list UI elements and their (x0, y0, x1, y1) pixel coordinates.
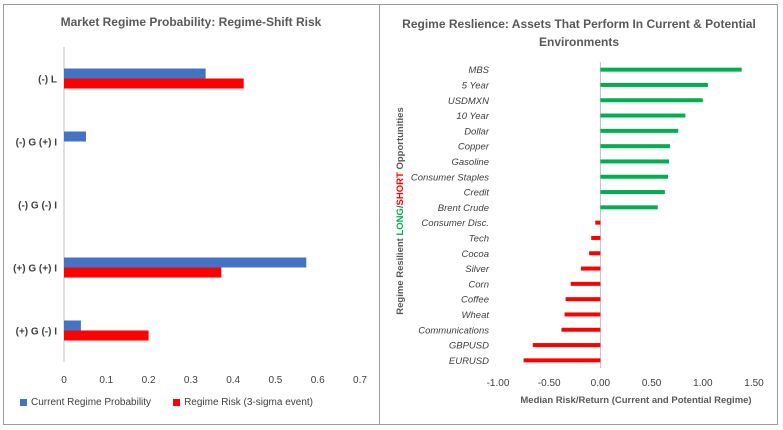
bar-risk-g-i (64, 267, 222, 278)
bar-5-year (600, 82, 708, 87)
panel-divider (379, 4, 380, 425)
y-axis-label-part-4: Opportunities (395, 107, 406, 172)
bar-current-g-i (64, 131, 86, 142)
y-axis-label: Regime Resilient LONG/SHORT Opportunitie… (395, 107, 406, 314)
regime-resilience-chart: MBS 5 Year USDMXN 10 Year Dollar Copper Gasoli… (395, 62, 764, 406)
x-tick-1-00: 1.00 (693, 378, 713, 389)
category-label-g-i: (-) G (+) I (16, 138, 58, 149)
bar-credit (600, 190, 665, 195)
x-tick-0-50: 0.50 (642, 378, 662, 389)
x-tick-0-3: 0.3 (184, 375, 198, 386)
x-tick-0-00: 0.00 (591, 378, 611, 389)
category-label-g-i: (-) G (-) I (18, 201, 57, 212)
asset-label-communications: Communications (418, 325, 489, 336)
asset-label-consumer-staples: Consumer Staples (411, 172, 489, 183)
asset-label-eurusd: EURUSD (449, 356, 489, 367)
bar-communications (561, 327, 601, 332)
legend-swatch-risk (173, 399, 181, 406)
bar-copper (600, 144, 671, 149)
asset-label-coffee: Coffee (461, 295, 489, 306)
bar-usdmxn (600, 98, 703, 103)
bar-10-year (600, 113, 686, 118)
legend-label-current: Current Regime Probability (31, 397, 152, 408)
y-axis-label-part-1: LONG (395, 208, 406, 235)
x-tick-0: 0 (61, 375, 67, 386)
asset-label-5-year: 5 Year (462, 80, 490, 91)
asset-label-dollar: Dollar (464, 126, 490, 137)
x-tick-0-4: 0.4 (226, 375, 240, 386)
bar-current-l (64, 68, 206, 79)
legend-swatch-current (20, 399, 27, 406)
legend-item-risk: Regime Risk (3-sigma event) (173, 397, 313, 408)
category-label-g-i: (+) G (+) I (13, 264, 57, 275)
left-chart-title: Market Regime Probability: Regime-Shift … (60, 15, 322, 29)
bar-silver (580, 266, 601, 271)
bar-consumer-staples (600, 174, 668, 179)
x-tick-0-5: 0.5 (268, 375, 282, 386)
asset-label-tech: Tech (469, 233, 489, 244)
asset-label-mbs: MBS (468, 65, 489, 76)
bar-current-g-i (64, 320, 81, 331)
bar-cocoa (589, 251, 601, 256)
x-tick-0-7: 0.7 (353, 375, 367, 386)
regime-probability-chart: (-) L (-) G (+) I (-) G (-) I (+) G (+) I (+… (13, 47, 367, 386)
x-tick-1-00: -1.00 (487, 378, 510, 389)
category-label-l: (-) L (38, 75, 57, 86)
bar-wheat (564, 312, 601, 317)
y-axis-label-part-2: / (395, 205, 406, 208)
y-axis-label-part-0: Regime Resilient (395, 236, 406, 315)
legend-label-risk: Regime Risk (3-sigma event) (184, 397, 313, 408)
bar-gasoline (600, 159, 670, 164)
x-axis-label: Median Risk/Return (Current and Potentia… (520, 395, 751, 406)
asset-label-wheat: Wheat (462, 310, 490, 321)
x-tick-0-50: -0.50 (538, 378, 561, 389)
bar-risk-g-i (64, 330, 149, 341)
bar-mbs (600, 67, 742, 72)
x-tick-1-50: 1.50 (744, 378, 764, 389)
category-label-g-i: (+) G (-) I (16, 327, 58, 338)
chart-frame (3, 4, 778, 425)
asset-label-credit: Credit (464, 188, 490, 199)
asset-label-corn: Corn (468, 279, 489, 290)
asset-label-cocoa: Cocoa (462, 249, 489, 260)
asset-label-usdmxn: USDMXN (448, 96, 489, 107)
bar-gbpusd (532, 343, 601, 348)
bar-brent-crude (600, 205, 658, 210)
asset-label-gbpusd: GBPUSD (449, 341, 489, 352)
x-tick-0-1: 0.1 (99, 375, 113, 386)
asset-label-gasoline: Gasoline (452, 157, 490, 168)
y-axis-label-part-3: SHORT (395, 172, 406, 205)
bar-tech (591, 235, 601, 240)
bar-eurusd (523, 358, 601, 363)
asset-label-10-year: 10 Year (456, 111, 489, 122)
asset-label-consumer-disc: Consumer Disc. (421, 218, 489, 229)
left-chart-legend: Current Regime Probability Regime Risk (… (20, 397, 313, 408)
bar-risk-l (64, 78, 244, 89)
bar-coffee (565, 297, 601, 302)
legend-item-current: Current Regime Probability (20, 397, 151, 408)
bar-dollar (600, 128, 679, 133)
right-chart-title: Regime Reslience: Assets That Perform In… (402, 17, 756, 49)
x-tick-0-2: 0.2 (142, 375, 156, 386)
asset-label-copper: Copper (458, 142, 490, 153)
bar-consumer-disc (595, 220, 601, 225)
bar-current-g-i (64, 257, 307, 268)
bar-corn (570, 281, 601, 286)
asset-label-brent-crude: Brent Crude (438, 203, 489, 214)
x-tick-0-6: 0.6 (311, 375, 325, 386)
asset-label-silver: Silver (465, 264, 490, 275)
